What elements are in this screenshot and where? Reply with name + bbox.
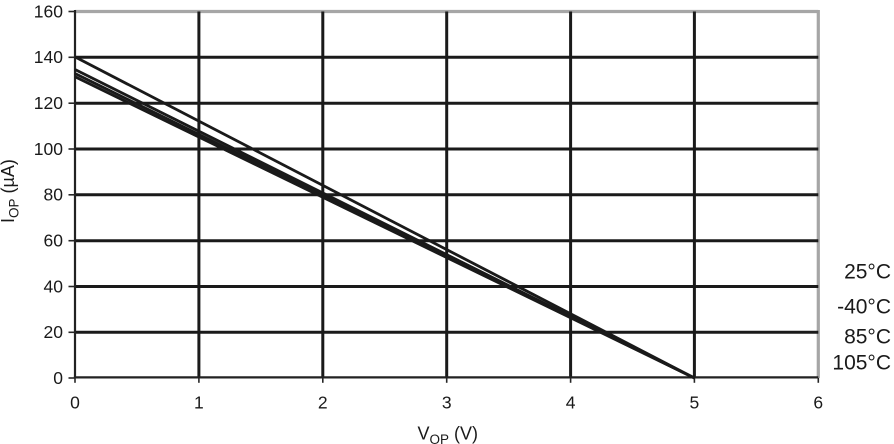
svg-text:6: 6 (813, 393, 823, 413)
svg-text:25°C: 25°C (844, 261, 891, 284)
svg-text:3: 3 (442, 393, 452, 413)
svg-text:120: 120 (34, 93, 63, 113)
svg-text:80: 80 (44, 185, 64, 205)
svg-text:105°C: 105°C (832, 351, 891, 374)
svg-text:5: 5 (690, 393, 700, 413)
svg-text:-40°C: -40°C (837, 296, 891, 319)
svg-text:100: 100 (34, 139, 63, 159)
svg-text:20: 20 (44, 322, 64, 342)
svg-text:40: 40 (44, 276, 64, 296)
svg-text:0: 0 (70, 393, 80, 413)
svg-text:1: 1 (194, 393, 204, 413)
svg-text:2: 2 (318, 393, 328, 413)
svg-text:60: 60 (44, 231, 64, 251)
svg-text:160: 160 (34, 1, 63, 21)
svg-text:4: 4 (566, 393, 576, 413)
svg-text:85°C: 85°C (844, 326, 891, 349)
svg-text:140: 140 (34, 47, 63, 67)
svg-text:0: 0 (53, 368, 63, 388)
